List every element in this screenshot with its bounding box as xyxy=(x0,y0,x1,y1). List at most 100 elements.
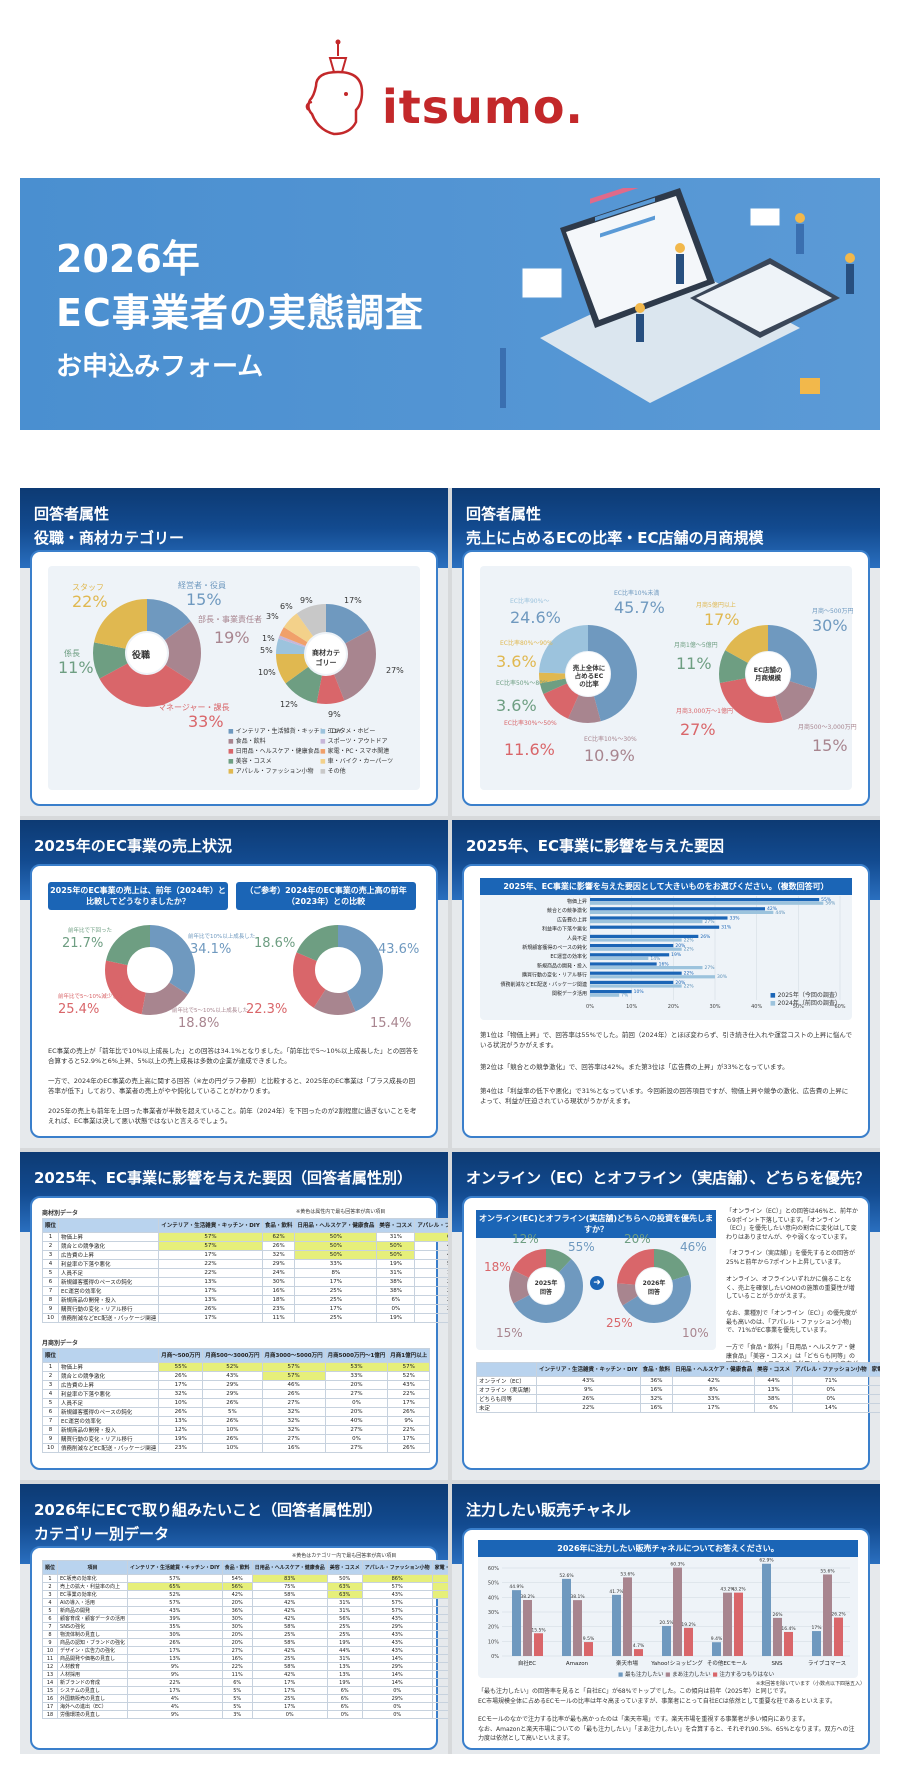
panel-heading: 回答者属性 xyxy=(34,505,110,523)
table-cell: 3 xyxy=(41,1590,59,1599)
channel-bar-chart: 0% 10% 20% 30% 40% 50% 60% 44.9% 38.2% 15.5% 自社EC 5… xyxy=(488,1558,850,1667)
table-cell: オンライン（EC） xyxy=(475,1376,538,1386)
table-cell: 4% xyxy=(127,1702,223,1711)
table-cell: 5 xyxy=(41,1268,60,1278)
bar-data-label: 55.6% xyxy=(820,1568,835,1574)
table-cell: 新規顧客獲得のペースの鈍化 xyxy=(58,1407,160,1417)
table-cell: 22% xyxy=(536,1403,641,1413)
table-cell: 58% xyxy=(251,1662,328,1671)
table-cell: 17% xyxy=(251,1686,328,1695)
x-tick-label: 30% xyxy=(709,1004,720,1010)
table-cell: 7% xyxy=(414,1313,448,1323)
category-value: 5% xyxy=(260,646,273,655)
priority-2025-donut xyxy=(509,1249,583,1323)
table-cell: 30% xyxy=(261,1277,296,1287)
factor-bar xyxy=(590,901,824,905)
panel-card: 2026年に注力したい販売チャネルについてお答えください。 0% 10% 20% 30… xyxy=(462,1528,870,1750)
channel-bar xyxy=(773,1617,782,1656)
note-paragraph: 「オフライン（実店舗）」を優先するとの回答が25%と前年から7ポイント上昇してい… xyxy=(726,1250,855,1266)
panel-card: 2025年、EC事業に影響を与えた要因として大きいものをお選びください。（複数回… xyxy=(462,864,870,1138)
factor-bar xyxy=(590,944,674,948)
channel-bar xyxy=(562,1578,571,1656)
table-row: 8 新規商品の開発・投入 12% 10% 32% 27% 22% xyxy=(41,1425,431,1435)
table-cell: 0% xyxy=(324,1398,389,1408)
table-cell: 40% xyxy=(324,1416,389,1426)
table-cell: 42% xyxy=(251,1598,328,1607)
factor-bar xyxy=(590,980,674,984)
table-cell: 4 xyxy=(41,1389,60,1399)
table-cell: 海外への進出（EC） xyxy=(57,1702,129,1711)
table-cell: 57% xyxy=(361,1606,433,1615)
table-cell: EC運営の効率化 xyxy=(58,1286,160,1296)
slice-value: 45.7% xyxy=(614,598,665,617)
table-row: 4 利益率の下落や悪化 32% 29% 26% 27% 22% xyxy=(41,1389,431,1399)
table-cell: 26% xyxy=(127,1638,223,1647)
table-cell: 43% xyxy=(361,1590,433,1599)
table-cell: 22% xyxy=(221,1662,253,1671)
table-cell: 11% xyxy=(261,1313,296,1323)
table-header-cell: 月商1億円以上 xyxy=(387,1348,431,1363)
table-cell: 38% xyxy=(376,1277,416,1287)
y-tick-label: 50% xyxy=(488,1581,499,1587)
table-cell: 31% xyxy=(326,1654,363,1663)
table-cell: 16 xyxy=(41,1694,59,1703)
table-cell: 広告費の上昇 xyxy=(58,1380,160,1390)
category-label: 新規商品の開発・投入 xyxy=(537,962,587,969)
table-cell: 67% xyxy=(414,1232,448,1242)
table-cell: 64% xyxy=(431,1582,448,1591)
table-cell: 2 xyxy=(41,1371,60,1381)
table-cell: 利益率の下落や悪化 xyxy=(58,1389,160,1399)
table-cell: 22% xyxy=(127,1678,223,1687)
table-cell: 45% xyxy=(868,1376,880,1386)
table-cell: 9 xyxy=(41,1638,59,1647)
table-cell: 2 xyxy=(41,1241,60,1251)
table-cell: 0% xyxy=(792,1394,870,1404)
category-donut xyxy=(276,604,376,704)
table-cell: 商品開発や価格の見直し xyxy=(57,1654,129,1663)
table-cell: 債務削減などEC配送・パッケージ関連 xyxy=(58,1443,160,1453)
table-cell: 14% xyxy=(792,1403,870,1413)
table-cell: 22% xyxy=(158,1268,263,1278)
note-paragraph: 第1位は「物価上昇」で、回答率は55%でした。前回（2024年）とほぼ変わらず、… xyxy=(480,1031,852,1049)
table-cell: 17% xyxy=(387,1434,431,1444)
x-tick-label: 60% xyxy=(834,1004,845,1010)
table-cell: 25% xyxy=(326,1622,363,1631)
slice-value: 25.4% xyxy=(58,1002,100,1017)
table-cell: 38% xyxy=(754,1394,794,1404)
channel-bar xyxy=(673,1567,682,1656)
bar-data-label: 55% xyxy=(821,897,832,903)
table-cell: 43% xyxy=(361,1614,433,1623)
table-cell: 31% xyxy=(326,1606,363,1615)
slice-label: マネージャー・課長 xyxy=(158,703,230,712)
table-header-cell: 家電・PC・スマホ関連 xyxy=(868,1362,880,1377)
table-cell: 13 xyxy=(41,1670,59,1679)
table-cell: 17% xyxy=(251,1678,328,1687)
factor-chart-area: 2025年、EC事業に影響を与えた要因として大きいものをお選びください。（複数回… xyxy=(480,878,852,1020)
table-header-cell xyxy=(475,1362,538,1377)
table-cell: 50% xyxy=(376,1241,416,1251)
panel-sales-channels: 注力したい販売チャネル 2026年に注力したい販売チャネルについてお答えください… xyxy=(452,1484,880,1754)
table-cell: 18% xyxy=(431,1702,448,1711)
table-cell: 競合との競争激化 xyxy=(58,1371,160,1381)
table-cell: 27% xyxy=(261,1398,326,1408)
bar-data-label: 17% xyxy=(811,1625,822,1631)
table-cell: 25% xyxy=(294,1295,378,1305)
slice-label: 前年比で5〜10%以上成長した xyxy=(172,1008,249,1014)
table-header-cell: 日用品・ヘルスケア・健康食品 xyxy=(672,1362,756,1377)
table-cell: 29% xyxy=(361,1662,433,1671)
table-cell: 43% xyxy=(202,1371,263,1381)
table-cell: 10 xyxy=(41,1313,60,1323)
table-cell: どちらも同等 xyxy=(475,1394,538,1404)
table-cell: 13% xyxy=(326,1662,363,1671)
note-paragraph: EC市場規模全体に占めるECモールの比率は年々高まっていますが、事業者にとって自… xyxy=(478,1698,836,1705)
note-paragraph: EC事業の売上が「前年比で10%以上成長した」との回答は34.1%となりました。… xyxy=(48,1047,419,1065)
table-cell: 26% xyxy=(202,1434,263,1444)
bar-data-label: 22% xyxy=(684,983,695,989)
table-cell: 57% xyxy=(127,1598,223,1607)
table-cell: 0% xyxy=(361,1686,433,1695)
